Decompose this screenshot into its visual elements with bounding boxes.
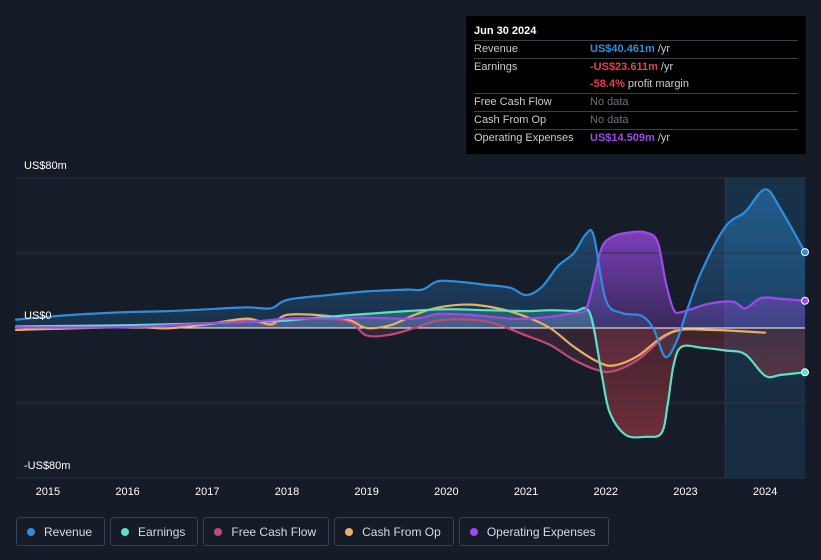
x-tick-label: 2024 — [753, 486, 777, 498]
legend-label: Operating Expenses — [486, 524, 596, 539]
legend-item-cash-from-op[interactable]: Cash From Op — [334, 517, 454, 546]
chart-legend: Revenue Earnings Free Cash Flow Cash From O… — [16, 517, 609, 546]
legend-dot-icon — [469, 527, 478, 536]
tooltip-label: Earnings — [474, 61, 518, 73]
tooltip-unit: profit margin — [627, 78, 689, 90]
x-tick-label: 2022 — [594, 486, 618, 498]
tooltip-date: Jun 30 2024 — [474, 25, 537, 37]
chart-end-markers — [801, 248, 809, 377]
free-cash-flow-area — [16, 328, 678, 373]
earnings-line — [14, 306, 807, 439]
x-tick-label: 2020 — [434, 486, 458, 498]
chart-lines — [14, 188, 807, 439]
legend-item-revenue[interactable]: Revenue — [16, 517, 106, 546]
y-tick-label: -US$80m — [24, 460, 70, 472]
tooltip-label: Free Cash Flow — [474, 96, 552, 108]
y-tick-label: US$80m — [24, 160, 67, 172]
tooltip-label: Cash From Op — [474, 114, 547, 126]
tooltip-label: Revenue — [474, 43, 519, 55]
legend-dot-icon — [345, 527, 354, 536]
operating-expenses-end-marker — [801, 296, 809, 305]
tooltip-unit: /yr — [657, 132, 671, 144]
legend-item-earnings[interactable]: Earnings — [110, 517, 199, 546]
tooltip-value: -58.4% — [590, 78, 625, 90]
legend-dot-icon — [121, 527, 130, 536]
earnings-area-negative — [16, 328, 805, 438]
tooltip-row: Earnings -US$23.611m/yr — [474, 58, 798, 76]
tooltip-value: -US$23.611m — [590, 61, 658, 73]
tooltip-rows: Revenue US$40.461m/yr Earnings -US$23.611m /… — [474, 40, 798, 147]
revenue-line — [14, 188, 807, 359]
operating-expenses-line — [14, 230, 807, 329]
legend-label: Free Cash Flow — [231, 524, 317, 539]
legend-label: Revenue — [44, 524, 93, 539]
legend-dot-icon — [214, 527, 223, 536]
tooltip-value: US$40.461m — [590, 43, 655, 55]
tooltip-row: Operating Expenses US$14.509m/yr — [474, 129, 798, 147]
y-tick-label: US$0 — [24, 310, 52, 322]
tooltip-value: US$14.509m — [590, 132, 655, 144]
x-tick-label: 2017 — [195, 486, 219, 498]
legend-item-operating-expenses[interactable]: Operating Expenses — [458, 517, 609, 546]
tooltip-label: Operating Expenses — [474, 132, 574, 144]
tooltip-row: Revenue US$40.461m/yr — [474, 40, 798, 58]
legend-label: Earnings — [138, 524, 186, 539]
x-tick-label: 2015 — [36, 486, 60, 498]
tooltip-label — [474, 76, 590, 93]
legend-dot-icon — [27, 527, 35, 536]
x-tick-label: 2023 — [673, 486, 697, 498]
tooltip-unit: /yr — [657, 43, 671, 55]
earnings-end-marker — [801, 368, 809, 377]
chart-axes: US$80m US$0 -US$80m 2015 2016 2017 2018 2019 202… — [24, 160, 777, 498]
legend-item-free-cash-flow[interactable]: Free Cash Flow — [203, 517, 330, 546]
data-tooltip: Jun 30 2024 Revenue US$40.461m/yr Earnings… — [466, 16, 806, 154]
x-tick-label: 2019 — [354, 486, 378, 498]
x-tick-label: 2021 — [514, 486, 538, 498]
tooltip-unit: /yr — [660, 61, 674, 73]
tooltip-value: No data — [590, 96, 629, 108]
tooltip-value: No data — [590, 114, 629, 126]
tooltip-row: Cash From Op No data — [474, 111, 798, 129]
x-tick-label: 2016 — [115, 486, 139, 498]
tooltip-row: Free Cash Flow No data — [474, 93, 798, 111]
tooltip-row: -58.4% profit margin — [474, 76, 798, 93]
revenue-end-marker — [801, 248, 809, 257]
x-tick-label: 2018 — [275, 486, 299, 498]
legend-label: Cash From Op — [362, 524, 441, 539]
